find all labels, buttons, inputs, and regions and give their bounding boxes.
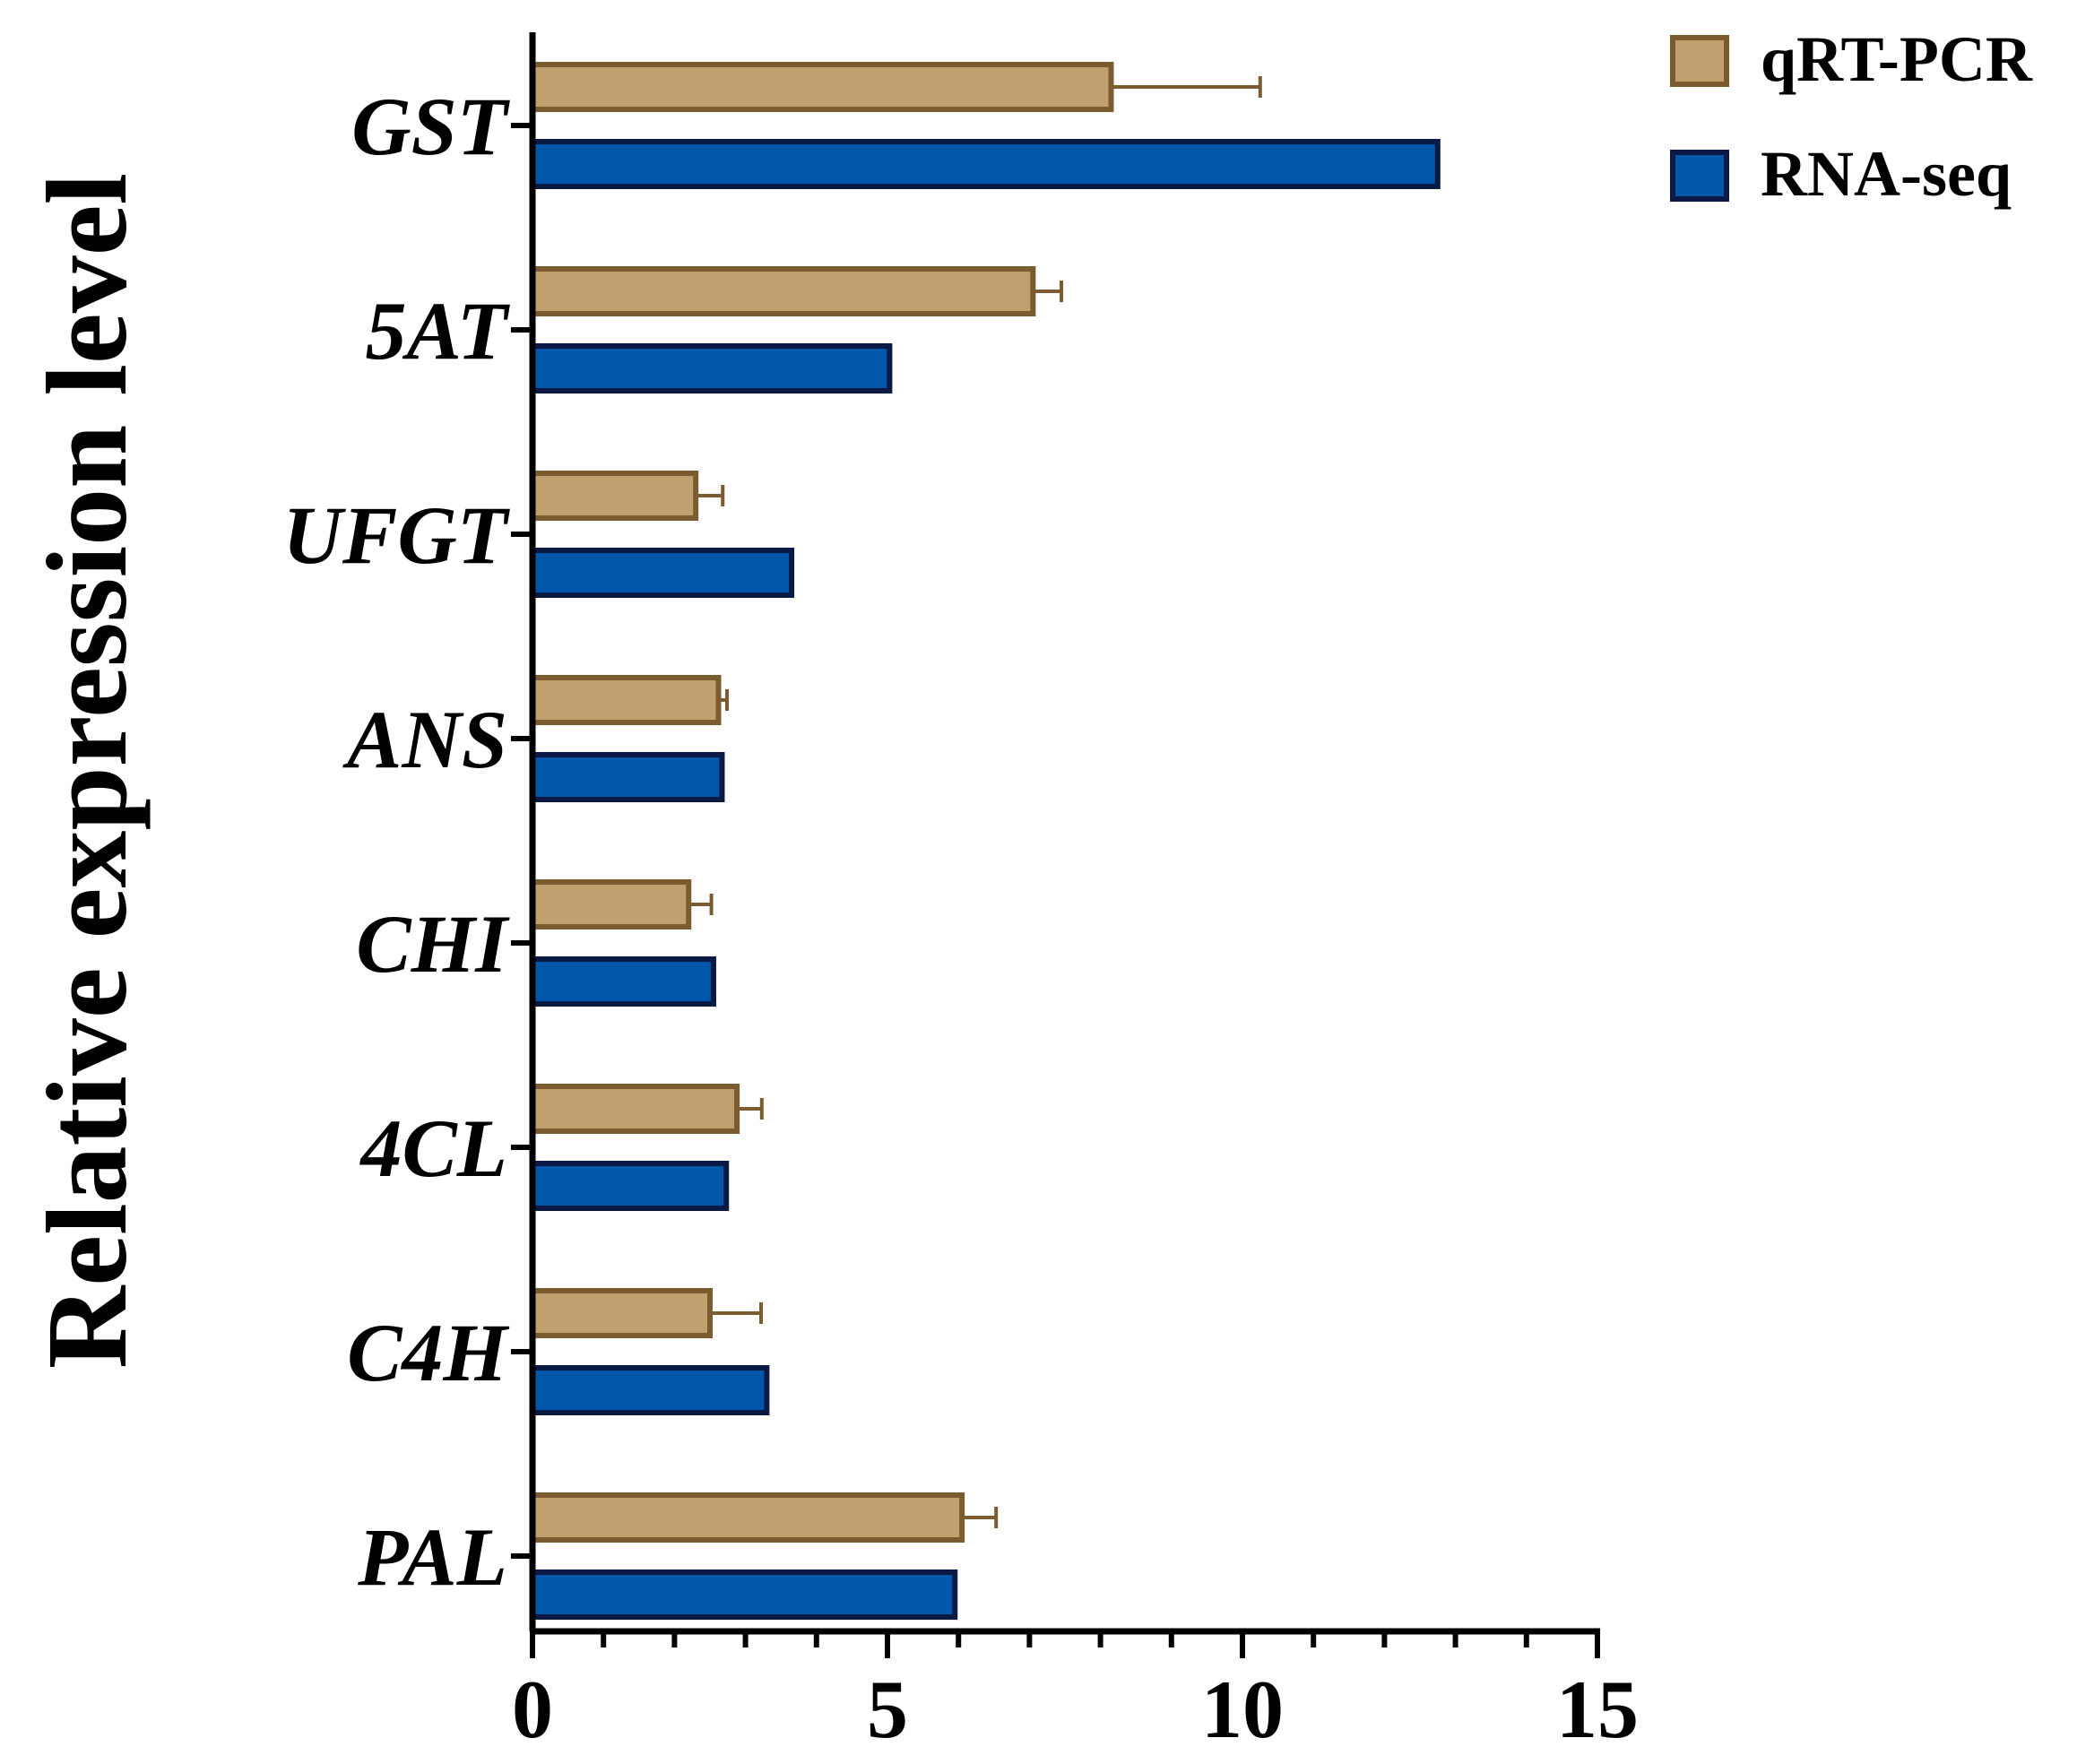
y-tick-label: PAL xyxy=(357,1511,507,1603)
error-bar xyxy=(1033,281,1064,302)
y-tick-label: 4CL xyxy=(359,1102,507,1194)
legend-swatch xyxy=(1670,150,1729,202)
error-bar xyxy=(1111,76,1262,98)
legend: qRT-PCR RNA-seq xyxy=(1670,23,2033,210)
legend-swatch xyxy=(1670,35,1729,87)
bar-rna-seq xyxy=(530,1161,730,1211)
y-axis-title: Relative expression level xyxy=(23,173,151,1369)
y-tick-label: ANS xyxy=(342,694,507,785)
error-bar xyxy=(962,1507,999,1528)
y-tick-label: C4H xyxy=(347,1307,509,1398)
error-bar xyxy=(696,485,725,506)
error-bar xyxy=(737,1098,764,1120)
ticks-layer xyxy=(511,123,1600,1658)
legend-label: qRT-PCR xyxy=(1761,23,2033,95)
bar-rna-seq xyxy=(530,1365,770,1415)
x-tick-label: 15 xyxy=(1556,1664,1639,1755)
y-tick-label: GST xyxy=(351,81,511,172)
error-bar xyxy=(710,1302,764,1324)
legend-item: qRT-PCR xyxy=(1670,23,2033,95)
bar-qrt-pcr xyxy=(530,471,699,521)
x-tick-label: 10 xyxy=(1201,1664,1284,1755)
bar-rna-seq xyxy=(530,139,1441,189)
bar-rna-seq xyxy=(530,752,725,802)
legend-item: RNA-seq xyxy=(1670,138,2012,210)
bar-qrt-pcr xyxy=(530,879,692,930)
x-tick-label: 5 xyxy=(867,1664,908,1755)
bar-qrt-pcr xyxy=(530,1084,740,1134)
bar-qrt-pcr xyxy=(530,62,1114,112)
error-bar xyxy=(718,689,730,711)
bar-qrt-pcr xyxy=(530,675,722,725)
y-tick-label: UFGT xyxy=(283,489,511,581)
x-tick-label: 0 xyxy=(512,1664,553,1755)
axes-layer xyxy=(529,32,1600,1635)
y-tick-label: 5AT xyxy=(366,285,511,376)
y-tick-label: CHI xyxy=(356,898,510,990)
legend-label: RNA-seq xyxy=(1761,138,2012,210)
error-bar xyxy=(688,894,714,915)
bar-qrt-pcr xyxy=(530,1492,965,1543)
error-bars-layer xyxy=(688,76,1262,1528)
bar-rna-seq xyxy=(530,548,795,598)
bar-qrt-pcr xyxy=(530,266,1036,316)
bar-rna-seq xyxy=(530,1569,958,1620)
bar-qrt-pcr xyxy=(530,1288,713,1338)
bar-rna-seq xyxy=(530,956,716,1007)
bars-layer xyxy=(530,62,1441,1620)
bar-rna-seq xyxy=(530,343,893,393)
